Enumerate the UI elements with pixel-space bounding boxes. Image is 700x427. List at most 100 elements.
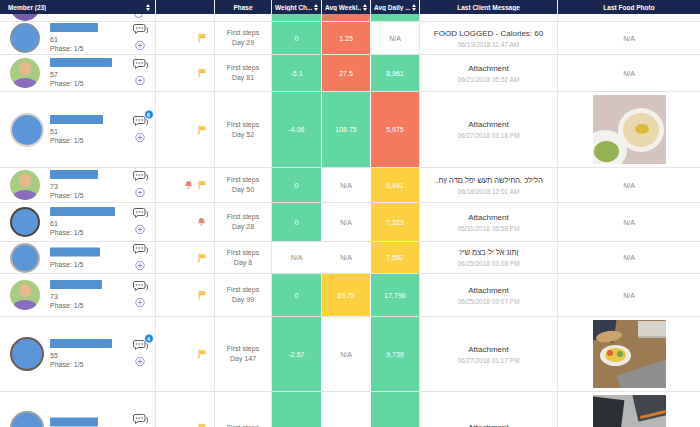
avg-daily-cell: 17,796 — [371, 274, 419, 316]
member-name-redacted — [50, 115, 103, 124]
weight-change-cell: 0 — [272, 203, 321, 241]
alert-bell-icon — [184, 176, 193, 194]
column-header-flags — [156, 0, 215, 14]
sort-icon[interactable] — [314, 4, 318, 11]
add-member-icon[interactable] — [135, 294, 145, 312]
weight-change-cell: 0 — [272, 168, 321, 202]
weight-change-cell: N/A — [272, 242, 321, 273]
member-phase: Phase: 1/5 — [50, 191, 130, 200]
last-message-time: 06/25/2018 09:07 PM — [457, 298, 519, 305]
last-message-time: 06/19/2018 11:47 AM — [458, 41, 519, 48]
phase-day: Day 28 — [232, 222, 254, 232]
phase-day: Day 8 — [234, 258, 252, 268]
sort-icon[interactable] — [412, 4, 416, 11]
last-message-time: 06/21/2018 05:52 AM — [458, 76, 520, 83]
member-age: 73 — [50, 182, 130, 191]
no-photo-label: N/A — [623, 182, 635, 189]
table-row[interactable]: Phase: 1/5 First steps Day 8 N/A N/A 7,5… — [0, 242, 700, 274]
add-member-icon[interactable] — [135, 256, 145, 274]
avatar — [10, 23, 40, 53]
last-food-photo-cell[interactable]: N/A — [558, 22, 700, 54]
table-row[interactable]: 55 Phase: 1/5 4 First steps Day 147 -2.5… — [0, 317, 700, 392]
chat-icon[interactable] — [133, 242, 148, 253]
table-row[interactable]: 51 Phase: 1/5 6 First steps Day 52 -4.06… — [0, 92, 700, 168]
last-food-photo-cell[interactable]: N/A — [558, 242, 700, 273]
table-row[interactable]: 73 Phase: 1/5 First steps Day 99 0 83.75… — [0, 274, 700, 317]
add-member-icon — [134, 14, 143, 18]
chat-icon[interactable]: 4 — [133, 338, 148, 350]
chat-icon[interactable] — [133, 57, 148, 69]
food-photo-hummus[interactable] — [593, 95, 666, 164]
chat-icon[interactable] — [133, 169, 148, 181]
table-row[interactable]: 61 Phase: 1/5 First steps Day 29 0 1.25 … — [0, 22, 700, 55]
avg-daily-cell — [371, 14, 419, 21]
add-member-icon[interactable] — [135, 37, 145, 55]
chat-icon[interactable] — [133, 279, 148, 291]
phase-program: First steps — [227, 285, 259, 295]
add-member-icon[interactable] — [135, 184, 145, 202]
flag-icon — [198, 419, 206, 427]
table-row[interactable]: 73 Phase: 1/5 First steps Day 50 0 N/A 6… — [0, 168, 700, 203]
phase-program: First steps — [227, 28, 259, 38]
chat-icon[interactable] — [133, 22, 148, 34]
phase-program: First steps — [227, 120, 259, 130]
phase-day: Day 99 — [232, 295, 254, 305]
add-member-icon[interactable] — [135, 353, 145, 371]
column-label: Last Food Photo — [603, 4, 654, 11]
chat-icon[interactable]: 6 — [133, 113, 148, 125]
flag-icon — [198, 286, 206, 304]
last-food-photo-cell[interactable]: N/A — [558, 168, 700, 202]
chat-icon[interactable] — [133, 411, 148, 423]
avg-weekly-cell — [322, 14, 370, 21]
column-header-avg-weekl[interactable]: Avg Weekl... — [322, 0, 371, 14]
last-food-photo-cell[interactable]: N/A — [558, 203, 700, 241]
last-food-photo-cell[interactable] — [558, 317, 700, 391]
flag-icon — [198, 176, 206, 194]
last-food-photo-cell[interactable] — [558, 392, 700, 427]
column-header-member-23[interactable]: Member (23) — [0, 0, 156, 14]
add-member-icon[interactable] — [135, 221, 145, 239]
avatar — [10, 280, 40, 310]
column-header-weight-ch[interactable]: Weight Ch... — [272, 0, 322, 14]
avg-daily-cell: 7,582 — [371, 242, 419, 273]
no-photo-label: N/A — [623, 219, 635, 226]
member-phase: Phase: 1/5 — [50, 360, 130, 369]
member-phase: Phase: 1/5 — [50, 301, 130, 310]
column-header-avg-daily[interactable]: Avg Daily ... — [371, 0, 420, 14]
table-row[interactable]: 57 Phase: 1/5 First steps Day 81 -5.1 27… — [0, 55, 700, 92]
member-name-redacted — [50, 280, 102, 289]
no-photo-label: N/A — [623, 35, 635, 42]
add-member-icon[interactable] — [135, 72, 145, 90]
avg-weekly-cell — [322, 392, 370, 427]
last-food-photo-cell[interactable]: N/A — [558, 274, 700, 316]
member-phase: Phase: 1/5 — [50, 79, 130, 88]
member-age: 57 — [50, 70, 130, 79]
member-name-redacted — [50, 23, 98, 32]
food-photo-laptop[interactable] — [593, 395, 666, 427]
avg-daily-cell — [371, 392, 419, 427]
phase-day: Day 52 — [232, 130, 254, 140]
member-phase: Phase: 1/5 — [50, 136, 130, 145]
phase-program: First steps — [227, 423, 259, 427]
last-food-photo-cell[interactable]: N/A — [558, 55, 700, 91]
avg-daily-cell: 6,941 — [371, 168, 419, 202]
weight-change-cell: -2.57 — [272, 317, 321, 391]
avatar — [10, 411, 44, 427]
avg-weekly-cell: N/A — [322, 317, 370, 391]
column-label: Avg Daily ... — [374, 4, 410, 11]
add-member-icon[interactable] — [135, 128, 145, 146]
flag-icon — [198, 29, 206, 47]
sort-icon[interactable] — [146, 4, 150, 11]
table-row[interactable]: Phase: 1/5 First steps Attachment — [0, 392, 700, 427]
food-photo-desk[interactable] — [593, 320, 666, 388]
table-row-partial[interactable] — [0, 14, 700, 22]
chat-icon[interactable] — [133, 206, 148, 218]
flag-icon — [198, 345, 206, 363]
member-phase: Phase: 1/5 — [50, 228, 130, 237]
sort-icon[interactable] — [363, 4, 367, 11]
column-label: Last Client Message — [457, 4, 520, 11]
table-row[interactable]: 61 Phase: 1/5 First steps Day 28 0 N/A 7… — [0, 203, 700, 242]
last-food-photo-cell[interactable] — [558, 92, 700, 167]
avatar — [10, 170, 40, 200]
avg-weekly-cell: 27.5 — [322, 55, 370, 91]
